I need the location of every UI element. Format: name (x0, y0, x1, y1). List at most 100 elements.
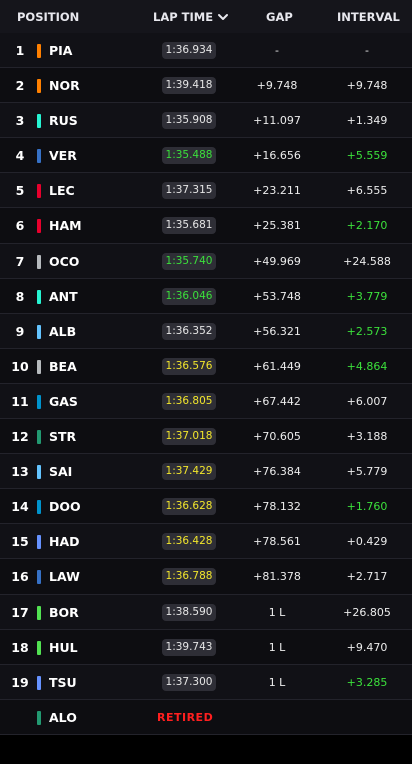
driver-row[interactable]: 12 STR 1:37.018 +70.605 +3.188 (0, 419, 412, 455)
driver-position: 18 (11, 639, 29, 655)
team-color-bar (37, 184, 41, 199)
gap-value: +70.605 (253, 430, 301, 444)
driver-position: 7 (15, 253, 25, 269)
interval-value: +1.349 (346, 114, 388, 128)
interval-value: +9.748 (346, 79, 388, 93)
driver-abbreviation: VER (49, 148, 77, 164)
team-color-bar (37, 675, 41, 690)
driver-row[interactable]: 18 HUL 1:39.743 1 L +9.470 (0, 629, 412, 665)
lap-time-badge: 1:35.740 (162, 252, 216, 270)
interval-value: +4.864 (346, 359, 388, 373)
driver-abbreviation: LEC (49, 183, 75, 199)
lap-time-badge: 1:36.805 (162, 392, 216, 410)
lap-time-badge: 1:36.576 (162, 357, 216, 375)
driver-abbreviation: HAD (49, 534, 80, 550)
lap-time-badge: 1:39.743 (162, 638, 216, 656)
gap-value: +78.561 (253, 535, 301, 549)
driver-position: 12 (11, 429, 29, 445)
team-color-bar (37, 570, 41, 585)
gap-value: +53.748 (253, 289, 301, 303)
driver-position: 1 (15, 43, 25, 58)
lap-time-column-header[interactable]: LAP TIME (153, 10, 229, 24)
driver-row[interactable]: 16 LAW 1:36.788 +81.378 +2.717 (0, 559, 412, 595)
lap-time-badge: 1:38.590 (162, 603, 216, 621)
retired-status: RETIRED (157, 710, 214, 724)
driver-row[interactable]: 14 DOO 1:36.628 +78.132 +1.760 (0, 489, 412, 525)
interval-value: +9.470 (346, 640, 388, 654)
driver-row[interactable]: 8 ANT 1:36.046 +53.748 +3.779 (0, 278, 412, 314)
lap-time-badge: 1:36.046 (162, 287, 216, 305)
driver-abbreviation: ALO (49, 709, 77, 725)
driver-row[interactable]: 19 TSU 1:37.300 1 L +3.285 (0, 664, 412, 700)
lap-time-badge: 1:37.018 (162, 428, 216, 446)
standings-list: 1 PIA 1:36.934 - - 2 NOR 1:39.418 +9.748 +9.748 3 R… (0, 33, 412, 735)
team-color-bar (37, 605, 41, 620)
gap-value: +16.656 (253, 149, 301, 163)
lap-time-badge: 1:36.428 (162, 533, 216, 551)
driver-abbreviation: LAW (49, 569, 80, 585)
team-color-bar (37, 430, 41, 445)
lap-time-header-label: LAP TIME (153, 10, 214, 24)
driver-row[interactable]: 6 HAM 1:35.681 +25.381 +2.170 (0, 208, 412, 244)
team-color-bar (37, 149, 41, 164)
team-color-bar (37, 324, 41, 339)
driver-abbreviation: BOR (49, 604, 79, 620)
driver-row[interactable]: 15 HAD 1:36.428 +78.561 +0.429 (0, 524, 412, 560)
gap-column-header[interactable]: GAP (266, 10, 293, 24)
driver-abbreviation: RUS (49, 113, 78, 129)
driver-abbreviation: DOO (49, 499, 81, 515)
lap-time-badge: 1:35.488 (162, 147, 216, 165)
interval-value: +1.760 (346, 500, 388, 514)
driver-position: 10 (11, 358, 29, 374)
driver-row[interactable]: 17 BOR 1:38.590 1 L +26.805 (0, 594, 412, 630)
gap-value: +61.449 (253, 359, 301, 373)
driver-row[interactable]: 11 GAS 1:36.805 +67.442 +6.007 (0, 383, 412, 420)
interval-value: +5.779 (346, 465, 388, 479)
interval-column-header[interactable]: INTERVAL (337, 10, 400, 24)
driver-abbreviation: OCO (49, 253, 80, 269)
driver-row[interactable]: 7 OCO 1:35.740 +49.969 +24.588 (0, 243, 412, 279)
lap-time-badge: 1:36.934 (162, 42, 216, 59)
driver-row[interactable]: 2 NOR 1:39.418 +9.748 +9.748 (0, 68, 412, 104)
position-column-header[interactable]: POSITION (17, 10, 80, 24)
driver-abbreviation: NOR (49, 78, 80, 94)
team-color-bar (37, 710, 41, 725)
driver-abbreviation: STR (49, 429, 77, 445)
team-color-bar (37, 254, 41, 269)
driver-row[interactable]: 5 LEC 1:37.315 +23.211 +6.555 (0, 173, 412, 209)
lap-time-badge: 1:37.300 (162, 673, 216, 691)
driver-position: 6 (15, 218, 25, 234)
driver-position: 16 (11, 569, 29, 585)
lap-time-badge: 1:39.418 (162, 77, 216, 95)
driver-row[interactable]: 10 BEA 1:36.576 +61.449 +4.864 (0, 348, 412, 384)
driver-row[interactable]: 3 RUS 1:35.908 +11.097 +1.349 (0, 103, 412, 139)
driver-position: 8 (15, 288, 25, 304)
lap-time-badge: 1:35.908 (162, 112, 216, 130)
interval-value: +2.573 (346, 324, 388, 338)
driver-row[interactable]: 4 VER 1:35.488 +16.656 +5.559 (0, 138, 412, 174)
gap-value: +67.442 (253, 394, 301, 408)
driver-position: 3 (15, 113, 25, 129)
driver-position: 2 (15, 78, 25, 94)
driver-position: 17 (11, 604, 29, 620)
lap-time-badge: 1:36.628 (162, 498, 216, 516)
driver-row[interactable]: 13 SAI 1:37.429 +76.384 +5.779 (0, 454, 412, 490)
interval-value: +24.588 (343, 254, 391, 268)
driver-row[interactable]: 1 PIA 1:36.934 - - (0, 33, 412, 69)
driver-row[interactable]: 9 ALB 1:36.352 +56.321 +2.573 (0, 313, 412, 349)
team-color-bar (37, 535, 41, 550)
driver-abbreviation: BEA (49, 358, 77, 374)
lap-time-badge: 1:37.429 (162, 463, 216, 481)
team-color-bar (37, 219, 41, 234)
driver-position: 15 (11, 534, 29, 550)
team-color-bar (37, 640, 41, 655)
lap-time-badge: 1:37.315 (162, 182, 216, 200)
gap-value: 1 L (268, 640, 286, 654)
driver-position: 19 (11, 674, 29, 690)
standings-header: POSITION LAP TIME GAP INTERVAL (0, 0, 412, 33)
driver-abbreviation: ANT (49, 288, 78, 304)
driver-abbreviation: TSU (49, 674, 77, 690)
driver-row[interactable]: ALO RETIRED (0, 699, 412, 735)
lap-time-badge: 1:35.681 (162, 217, 216, 235)
gap-value: +76.384 (253, 465, 301, 479)
